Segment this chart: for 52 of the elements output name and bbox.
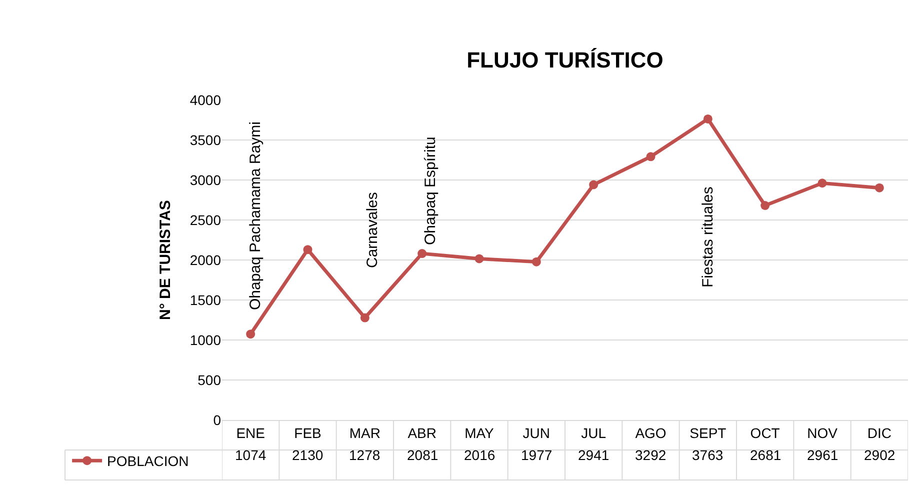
- annotation: Carnavales: [364, 192, 381, 268]
- y-tick-label: 500: [198, 372, 222, 388]
- x-tick-label: SEPT: [690, 424, 727, 441]
- data-label: 3292: [635, 447, 666, 463]
- y-tick-label: 3000: [190, 172, 222, 188]
- point: [760, 201, 770, 210]
- chart-title: FLUJO TURÍSTICO: [466, 48, 664, 73]
- point: [703, 114, 712, 124]
- annotation: Fiestas rituales: [700, 186, 716, 288]
- y-tick-label: 0: [213, 412, 222, 428]
- x-tick-label: ENE: [236, 424, 265, 441]
- point: [646, 152, 656, 162]
- x-tick-label: MAR: [349, 424, 380, 441]
- data-label: 3763: [692, 447, 724, 463]
- data-label: 2941: [578, 447, 610, 463]
- point: [874, 183, 884, 192]
- data-label: 2016: [464, 447, 496, 463]
- data-label: 2681: [750, 447, 782, 463]
- data-label: 1278: [349, 447, 380, 463]
- y-axis-title: N° DE TURISTAS: [157, 200, 174, 320]
- annotation: Ohapaq Pachamama Raymi: [247, 122, 264, 310]
- data-label: 2081: [407, 447, 438, 463]
- data-label: 2902: [864, 447, 896, 463]
- x-tick-label: FEB: [294, 424, 322, 441]
- y-tick-label: 2500: [190, 212, 222, 228]
- point: [474, 254, 484, 264]
- point: [418, 249, 427, 258]
- point: [818, 178, 827, 188]
- point: [303, 245, 312, 254]
- y-tick-label: 2000: [190, 252, 222, 268]
- y-tick-label: 4000: [190, 92, 222, 108]
- data-label: 2130: [292, 447, 324, 463]
- point: [589, 180, 598, 190]
- x-tick-label: ABR: [408, 424, 436, 441]
- data-label: 1074: [235, 447, 266, 463]
- point: [532, 257, 541, 266]
- y-tick-label: 1000: [190, 332, 222, 348]
- point: [246, 330, 256, 339]
- x-tick-label: DIC: [867, 424, 892, 441]
- y-tick-label: 3500: [190, 132, 222, 148]
- x-tick-label: AGO: [635, 424, 666, 441]
- data-label: 2961: [807, 447, 838, 463]
- x-tick-label: NOV: [807, 424, 838, 441]
- x-tick-label: MAY: [464, 424, 495, 441]
- x-tick-label: JUL: [581, 424, 606, 441]
- x-tick-label: OCT: [750, 424, 780, 441]
- data-label: 1977: [521, 447, 552, 463]
- x-tick-label: JUN: [522, 424, 550, 441]
- legend-label: POBLACION: [107, 453, 189, 470]
- y-tick-label: 1500: [190, 292, 222, 308]
- point: [360, 313, 370, 322]
- annotation: Ohapaq Espíritu: [422, 136, 439, 245]
